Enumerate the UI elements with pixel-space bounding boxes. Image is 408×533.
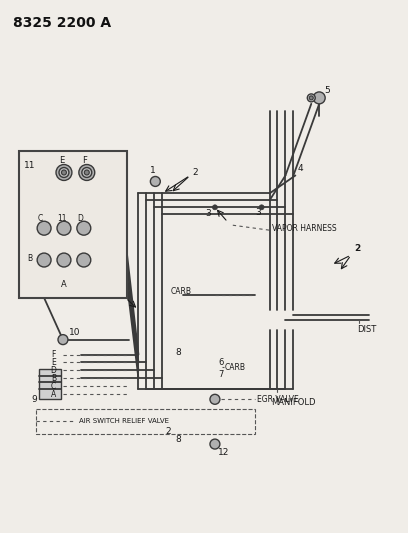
Text: 6: 6 <box>218 358 223 367</box>
Text: 12: 12 <box>218 448 229 457</box>
Text: E: E <box>59 156 64 165</box>
Text: CARB: CARB <box>171 287 192 296</box>
Bar <box>36 409 255 434</box>
Circle shape <box>37 221 51 235</box>
Circle shape <box>77 253 91 267</box>
Circle shape <box>56 165 72 181</box>
Circle shape <box>62 170 67 175</box>
Text: 7: 7 <box>218 370 223 379</box>
Circle shape <box>309 96 313 100</box>
Text: D: D <box>77 214 83 223</box>
Text: 5: 5 <box>324 86 330 95</box>
Text: 10: 10 <box>69 328 80 337</box>
Text: C: C <box>51 382 56 391</box>
Circle shape <box>151 176 160 187</box>
Circle shape <box>57 221 71 235</box>
Text: E: E <box>51 358 56 367</box>
Text: MANIFOLD: MANIFOLD <box>272 398 316 407</box>
Text: 11: 11 <box>57 214 67 223</box>
Circle shape <box>307 94 315 102</box>
Circle shape <box>79 165 95 181</box>
Text: CARB: CARB <box>225 363 246 372</box>
Text: 3: 3 <box>205 209 211 218</box>
Bar <box>19 151 126 298</box>
Text: B: B <box>27 254 32 263</box>
Circle shape <box>82 167 92 177</box>
Text: F: F <box>52 350 56 359</box>
Bar <box>39 369 61 399</box>
Circle shape <box>59 167 69 177</box>
Text: F: F <box>82 156 87 165</box>
Circle shape <box>84 170 89 175</box>
Text: 11: 11 <box>24 161 36 170</box>
Circle shape <box>210 439 220 449</box>
Text: EGR VALVE: EGR VALVE <box>257 395 298 404</box>
Text: 2: 2 <box>354 244 360 253</box>
Text: 8: 8 <box>175 348 181 357</box>
Circle shape <box>210 394 220 404</box>
Text: VAPOR HARNESS: VAPOR HARNESS <box>272 224 336 233</box>
Text: D: D <box>50 366 56 375</box>
Circle shape <box>213 205 217 210</box>
Text: 1: 1 <box>151 166 156 175</box>
Circle shape <box>313 92 325 104</box>
Text: B: B <box>51 374 56 383</box>
Text: 9: 9 <box>31 395 37 404</box>
Circle shape <box>37 253 51 267</box>
Text: 3: 3 <box>256 208 262 217</box>
Text: AIR SWITCH RELIEF VALVE: AIR SWITCH RELIEF VALVE <box>79 418 169 424</box>
Text: 4: 4 <box>297 164 303 173</box>
Text: 2: 2 <box>192 168 198 177</box>
Circle shape <box>57 253 71 267</box>
Text: DIST: DIST <box>357 325 376 334</box>
Circle shape <box>259 205 264 210</box>
Text: C: C <box>37 214 42 223</box>
Text: 8325 2200 A: 8325 2200 A <box>13 17 111 30</box>
Text: A: A <box>61 280 67 289</box>
Text: 8: 8 <box>175 434 181 443</box>
Text: A: A <box>51 390 56 399</box>
Text: 2: 2 <box>121 290 126 300</box>
Circle shape <box>58 335 68 345</box>
Circle shape <box>77 221 91 235</box>
Text: 2: 2 <box>165 426 171 435</box>
